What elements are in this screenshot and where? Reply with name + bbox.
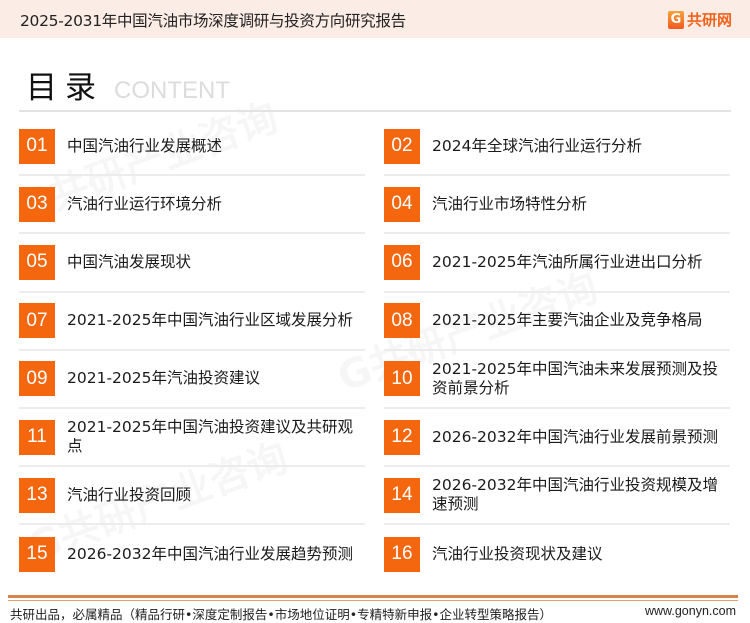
toc-item[interactable]: 15 2026-2032年中国汽油行业发展趋势预测 bbox=[19, 525, 365, 583]
toc-item[interactable]: 12 2026-2032年中国汽油行业发展前景预测 bbox=[384, 409, 730, 468]
toc-item[interactable]: 03 汽油行业运行环境分析 bbox=[19, 176, 365, 235]
toc-item-label: 汽油行业投资回顾 bbox=[67, 485, 192, 504]
toc-item-number: 04 bbox=[384, 186, 420, 222]
toc-item-number: 12 bbox=[384, 419, 420, 455]
divider bbox=[19, 110, 731, 112]
toc-item[interactable]: 16 汽油行业投资现状及建议 bbox=[384, 525, 730, 583]
toc-item-number: 13 bbox=[19, 477, 55, 513]
toc-item-label: 2026-2032年中国汽油行业发展前景预测 bbox=[432, 427, 718, 446]
toc-item[interactable]: 06 2021-2025年汽油所属行业进出口分析 bbox=[384, 234, 730, 293]
toc-item-label: 2021-2025年汽油所属行业进出口分析 bbox=[432, 252, 703, 271]
toc-item[interactable]: 07 2021-2025年中国汽油行业区域发展分析 bbox=[19, 293, 365, 351]
toc-column-left: 01 中国汽油行业发展概述 03 汽油行业运行环境分析 05 中国汽油发展现状 07 2021… bbox=[19, 118, 365, 584]
footer-website[interactable]: www.gonyn.com bbox=[644, 604, 736, 618]
toc-item-label: 2026-2032年中国汽油行业投资规模及增速预测 bbox=[432, 476, 718, 514]
toc-item[interactable]: 13 汽油行业投资回顾 bbox=[19, 467, 365, 526]
toc-item-number: 14 bbox=[384, 477, 420, 513]
toc-item-label: 2021-2025年中国汽油投资建议及共研观点 bbox=[67, 418, 353, 456]
toc-item-number: 10 bbox=[384, 361, 420, 397]
toc-title: 目录 bbox=[26, 70, 104, 106]
toc-item-label: 中国汽油发展现状 bbox=[67, 252, 192, 271]
toc-item-label: 2026-2032年中国汽油行业发展趋势预测 bbox=[67, 544, 353, 563]
toc-item[interactable]: 05 中国汽油发展现状 bbox=[19, 234, 365, 293]
toc-item[interactable]: 09 2021-2025年汽油投资建议 bbox=[19, 351, 365, 409]
toc-item-label: 汽油行业市场特性分析 bbox=[432, 194, 588, 213]
toc-item[interactable]: 08 2021-2025年主要汽油企业及竞争格局 bbox=[384, 293, 730, 351]
toc-item-label: 汽油行业运行环境分析 bbox=[67, 194, 223, 213]
toc-title-en: CONTENT bbox=[114, 77, 230, 104]
toc-item[interactable]: 02 2024年全球汽油行业运行分析 bbox=[384, 118, 730, 177]
toc-item-number: 16 bbox=[384, 536, 420, 572]
footer-divider bbox=[8, 595, 738, 598]
toc-item-number: 03 bbox=[19, 186, 55, 222]
toc-item[interactable]: 04 汽油行业市场特性分析 bbox=[384, 176, 730, 235]
toc-item-label: 汽油行业投资现状及建议 bbox=[432, 544, 603, 563]
toc-item-label: 2024年全球汽油行业运行分析 bbox=[432, 136, 642, 155]
toc-item-number: 09 bbox=[19, 361, 55, 397]
toc-item[interactable]: 01 中国汽油行业发展概述 bbox=[19, 118, 365, 177]
toc-item-number: 05 bbox=[19, 244, 55, 280]
logo-icon: G bbox=[667, 10, 684, 29]
toc-item-number: 06 bbox=[384, 244, 420, 280]
logo-text: 共研网 bbox=[686, 11, 732, 29]
toc-item-number: 01 bbox=[19, 128, 55, 164]
footer-slogan: 共研出品，必属精品（精品行研•深度定制报告•市场地位证明•专精特新申报•企业转型… bbox=[10, 607, 552, 622]
toc-column-right: 02 2024年全球汽油行业运行分析 04 汽油行业市场特性分析 06 2021-2025… bbox=[384, 118, 730, 584]
toc-item[interactable]: 14 2026-2032年中国汽油行业投资规模及增速预测 bbox=[384, 467, 730, 526]
report-title: 2025-2031年中国汽油市场深度调研与投资方向研究报告 bbox=[20, 12, 406, 30]
toc-item-label: 2021-2025年中国汽油行业区域发展分析 bbox=[67, 311, 353, 330]
toc-item-number: 11 bbox=[19, 419, 55, 455]
toc-heading: 目录 CONTENT bbox=[26, 62, 230, 107]
toc-item-number: 02 bbox=[384, 128, 420, 164]
toc-item-number: 08 bbox=[384, 303, 420, 339]
logo: G 共研网 bbox=[667, 9, 732, 30]
toc-item[interactable]: 10 2021-2025年中国汽油未来发展预测及投资前景分析 bbox=[384, 351, 730, 409]
toc-item-label: 2021-2025年中国汽油未来发展预测及投资前景分析 bbox=[432, 359, 718, 397]
toc-item[interactable]: 11 2021-2025年中国汽油投资建议及共研观点 bbox=[19, 409, 365, 468]
toc-item-label: 中国汽油行业发展概述 bbox=[67, 136, 223, 155]
toc-item-number: 07 bbox=[19, 303, 55, 339]
footer-divider-thin bbox=[8, 600, 738, 601]
toc-item-label: 2021-2025年汽油投资建议 bbox=[67, 369, 260, 388]
toc-item-number: 15 bbox=[19, 536, 55, 572]
toc-item-label: 2021-2025年主要汽油企业及竞争格局 bbox=[432, 311, 703, 330]
header-bar: 2025-2031年中国汽油市场深度调研与投资方向研究报告 G 共研网 bbox=[0, 0, 750, 38]
